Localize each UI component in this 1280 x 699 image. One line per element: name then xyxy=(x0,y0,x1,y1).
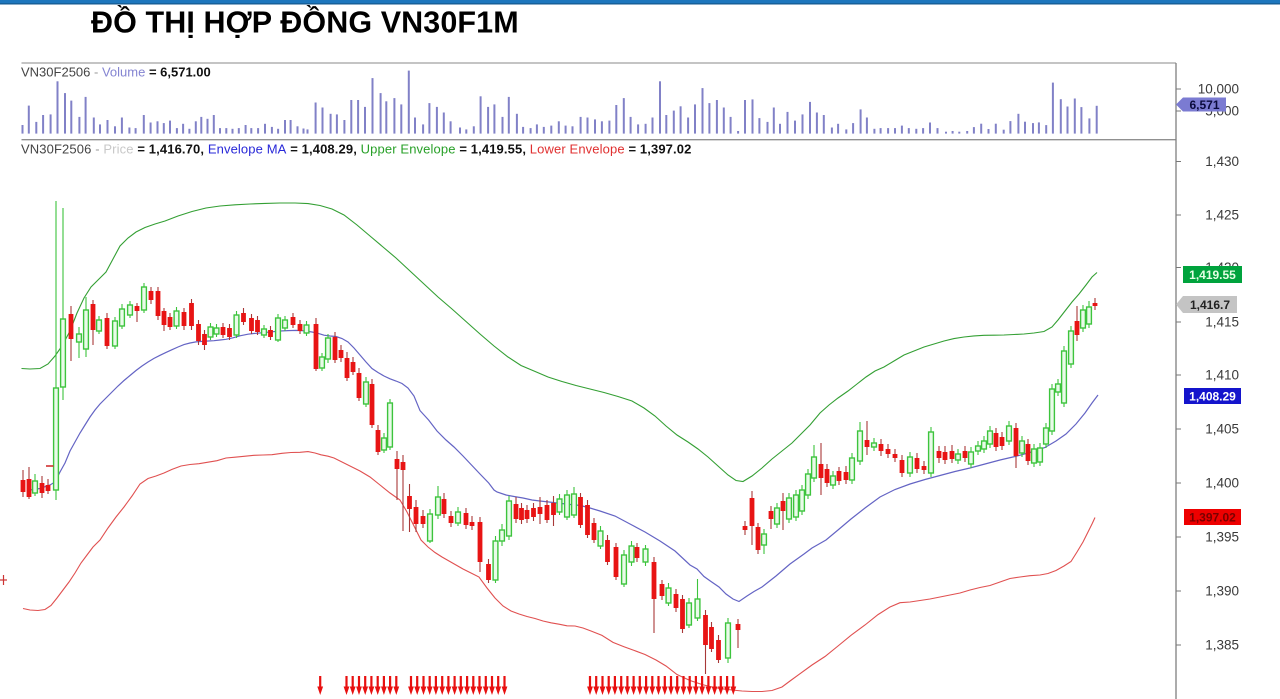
svg-text:1,425: 1,425 xyxy=(1205,208,1239,223)
svg-text:1,400: 1,400 xyxy=(1205,476,1239,491)
svg-text:1,395: 1,395 xyxy=(1205,530,1239,545)
svg-text:1,415: 1,415 xyxy=(1205,315,1239,330)
svg-text:1,408.29: 1,408.29 xyxy=(1189,389,1236,403)
svg-text:VN30F2506 - Price = 1,416.70,: VN30F2506 - Price = 1,416.70, Envelope M… xyxy=(21,142,691,157)
svg-text:VN30F2506 - Volume = 6,571.00: VN30F2506 - Volume = 6,571.00 xyxy=(21,65,211,80)
svg-text:1,385: 1,385 xyxy=(1205,638,1239,653)
svg-text:1,390: 1,390 xyxy=(1205,584,1239,599)
svg-text:ĐỒ THỊ HỢP ĐỒNG VN30F1M: ĐỒ THỊ HỢP ĐỒNG VN30F1M xyxy=(91,4,519,40)
svg-text:1,416.7: 1,416.7 xyxy=(1190,298,1230,312)
svg-text:1,430: 1,430 xyxy=(1205,154,1239,169)
svg-text:1,410: 1,410 xyxy=(1205,368,1239,383)
svg-text:1,419.55: 1,419.55 xyxy=(1189,268,1236,282)
svg-text:1,397.02: 1,397.02 xyxy=(1189,510,1236,524)
svg-text:10,000: 10,000 xyxy=(1198,82,1239,97)
svg-text:1,405: 1,405 xyxy=(1205,422,1239,437)
svg-text:6,571: 6,571 xyxy=(1189,98,1219,112)
